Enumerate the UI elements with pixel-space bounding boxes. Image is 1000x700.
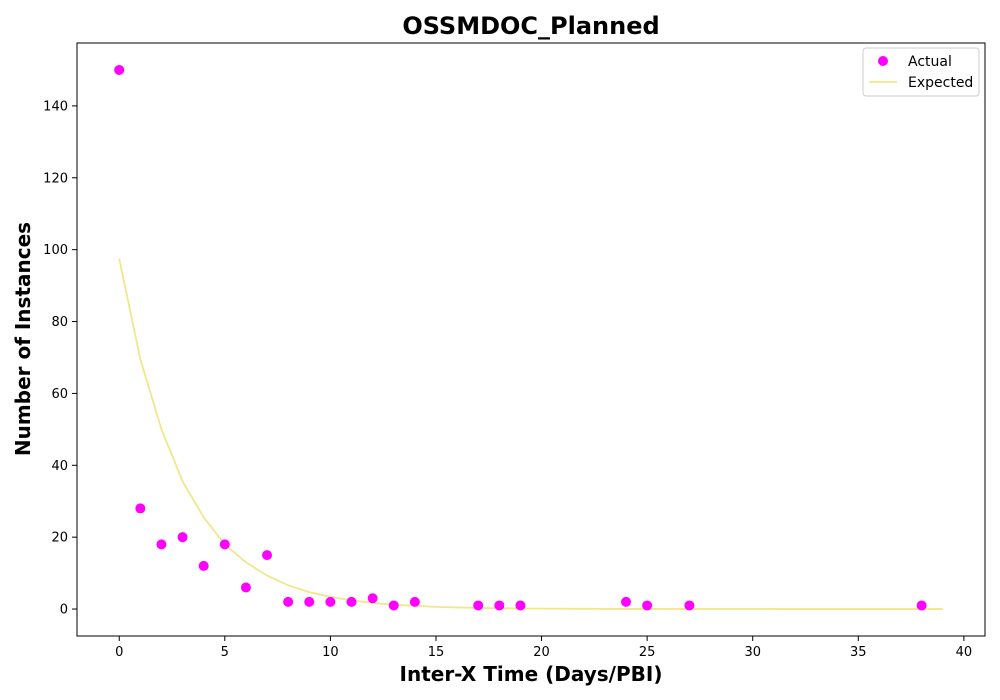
x-tick-label: 35 xyxy=(850,645,867,660)
legend-expected-label: Expected xyxy=(908,75,973,91)
x-tick-label: 0 xyxy=(115,645,123,660)
y-tick-label: 60 xyxy=(51,387,68,402)
actual-data-point xyxy=(304,596,315,607)
actual-data-point xyxy=(409,596,420,607)
plot-layer xyxy=(114,64,943,611)
actual-data-point xyxy=(135,503,146,514)
y-tick-label: 100 xyxy=(43,243,68,258)
y-tick-label: 120 xyxy=(43,171,68,186)
x-tick-label: 10 xyxy=(322,645,339,660)
actual-data-point xyxy=(156,539,167,550)
ticks-layer: 0 5 10 15 20 25 30 35 40 0 20 40 60 80 100 120 140 xyxy=(43,99,972,660)
actual-data-point xyxy=(346,596,357,607)
actual-data-point xyxy=(240,582,251,593)
x-tick-label: 40 xyxy=(956,645,973,660)
actual-data-point xyxy=(198,560,209,571)
actual-data-point xyxy=(367,593,378,604)
legend-actual-label: Actual xyxy=(908,54,952,70)
y-axis-label: Number of Instances xyxy=(11,222,35,456)
x-tick-label: 30 xyxy=(744,645,761,660)
y-tick-label: 40 xyxy=(51,459,68,474)
actual-data-point xyxy=(621,596,632,607)
actual-data-point xyxy=(219,539,230,550)
actual-data-point xyxy=(388,600,399,611)
actual-data-point xyxy=(916,600,927,611)
actual-data-point xyxy=(642,600,653,611)
legend-actual-marker xyxy=(878,56,888,66)
chart-title: OSSMDOC_Planned xyxy=(402,12,659,40)
y-tick-label: 0 xyxy=(60,603,68,618)
actual-data-point xyxy=(325,596,336,607)
actual-data-point xyxy=(114,64,125,75)
x-tick-label: 25 xyxy=(639,645,656,660)
actual-data-point xyxy=(177,532,188,543)
actual-data-point xyxy=(494,600,505,611)
y-tick-label: 80 xyxy=(51,315,68,330)
x-tick-label: 5 xyxy=(221,645,229,660)
expected-series-line xyxy=(118,258,943,610)
legend: Actual Expected xyxy=(862,47,980,97)
y-tick-label: 140 xyxy=(43,99,68,114)
y-tick-label: 20 xyxy=(51,531,68,546)
actual-data-point xyxy=(262,550,273,561)
actual-data-point xyxy=(684,600,695,611)
actual-data-point xyxy=(473,600,484,611)
plot-frame xyxy=(76,42,986,637)
legend-box xyxy=(862,47,980,97)
actual-data-point xyxy=(515,600,526,611)
x-tick-label: 15 xyxy=(428,645,445,660)
x-axis-label: Inter-X Time (Days/PBI) xyxy=(400,662,663,686)
actual-data-point xyxy=(283,596,294,607)
x-tick-label: 20 xyxy=(533,645,550,660)
